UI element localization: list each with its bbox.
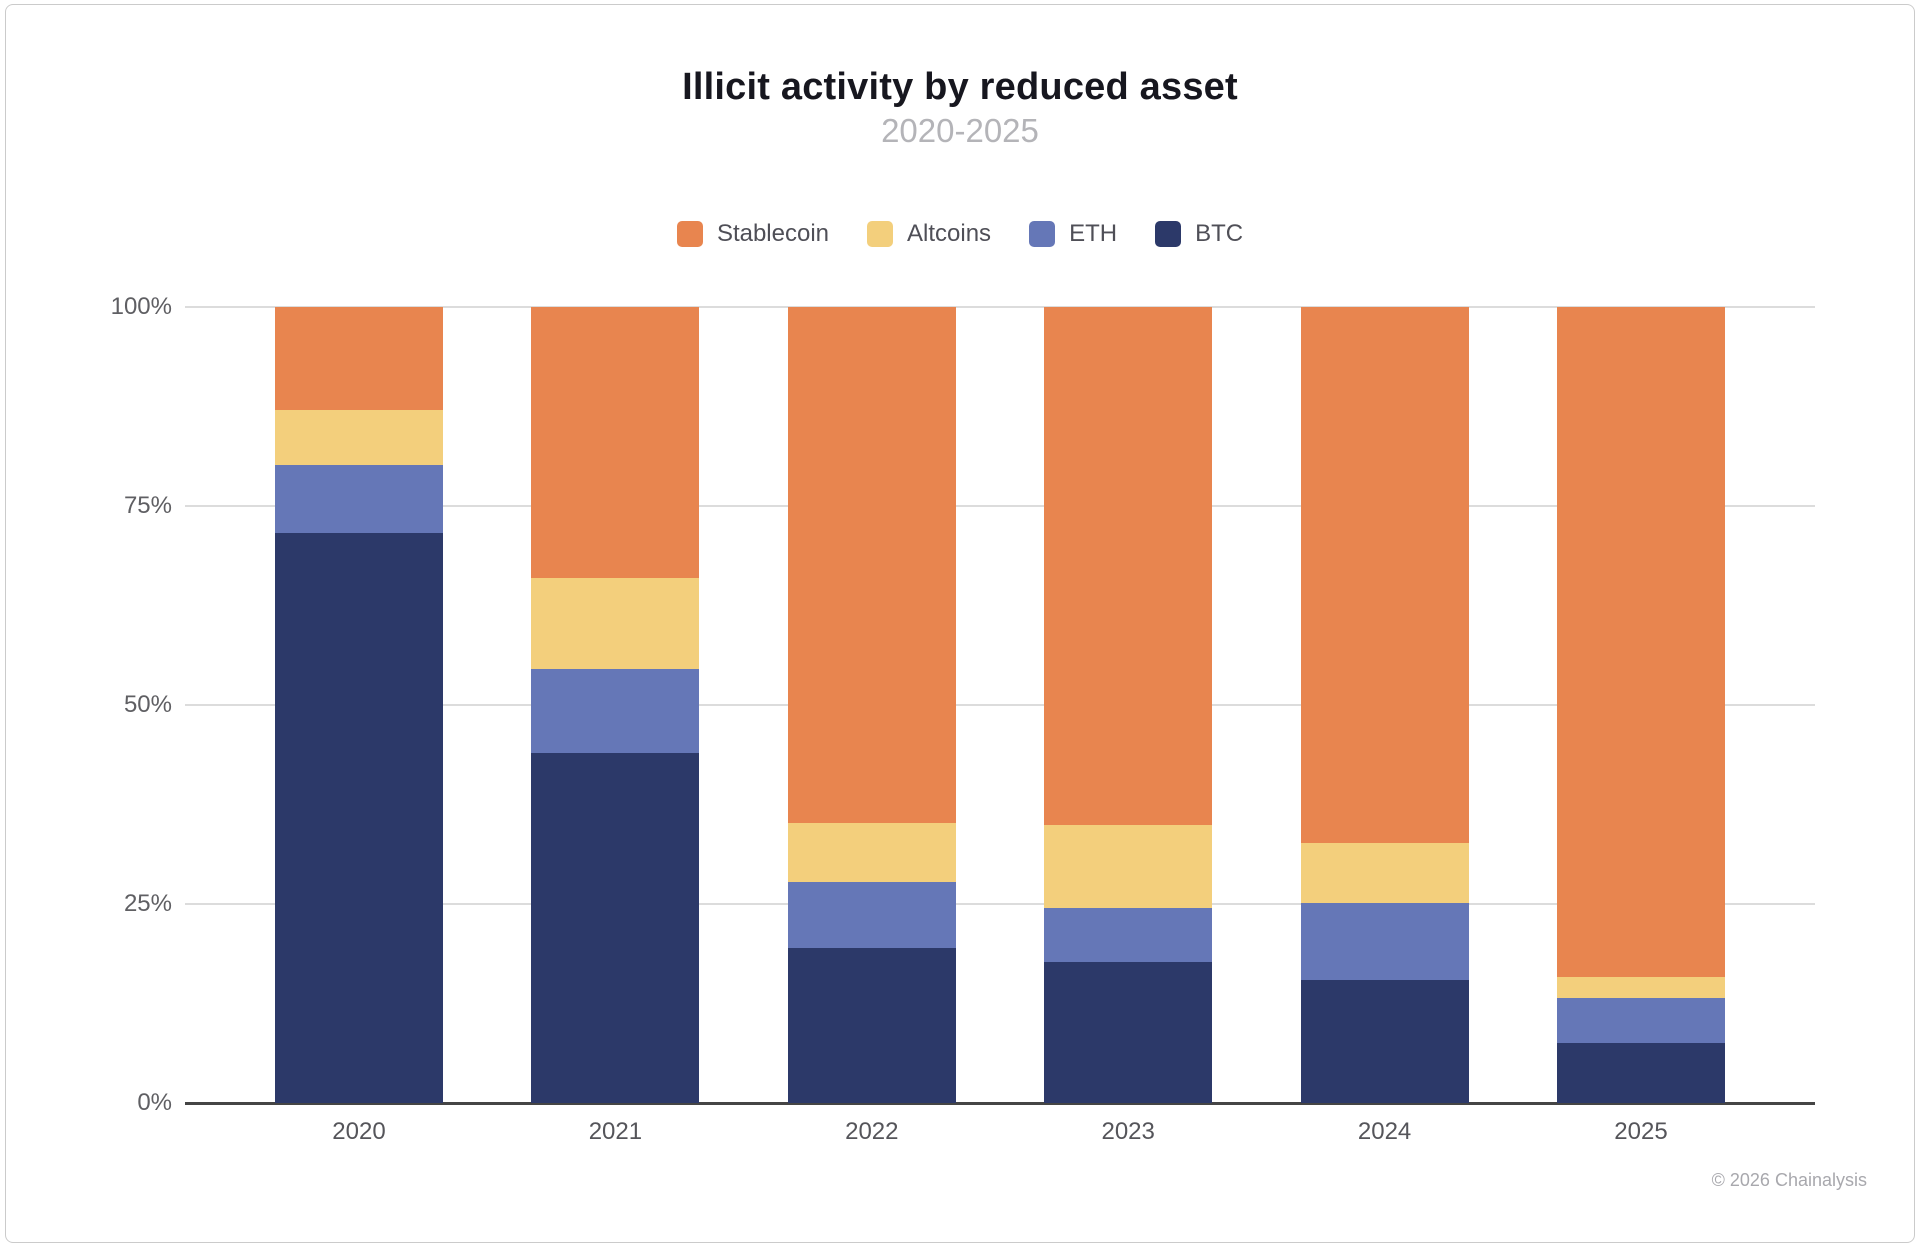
legend-item-eth: ETH bbox=[1029, 220, 1117, 248]
legend-item-stablecoin: Stablecoin bbox=[676, 220, 830, 248]
bar-segment-altcoins-2025 bbox=[1557, 977, 1725, 998]
copyright-text: © 2026 Chainalysis bbox=[1711, 1170, 1867, 1190]
bar-segment-stablecoin-2023 bbox=[1044, 307, 1213, 826]
bar-2022 bbox=[787, 307, 956, 1103]
bar-segment-eth-2020 bbox=[275, 465, 443, 534]
bar-segment-eth-2025 bbox=[1557, 997, 1725, 1044]
bar-segment-eth-2022 bbox=[787, 881, 956, 948]
y-tick-label: 100% bbox=[110, 293, 172, 320]
bar-segment-altcoins-2021 bbox=[531, 577, 700, 670]
bar-segment-altcoins-2023 bbox=[1044, 825, 1213, 908]
chart-title: Illicit activity by reduced asset bbox=[682, 66, 1238, 108]
chart-subtitle: 2020-2025 bbox=[881, 112, 1039, 149]
bar-segment-eth-2023 bbox=[1044, 907, 1213, 963]
x-tick-label: 2020 bbox=[332, 1118, 386, 1145]
y-tick-label: 25% bbox=[123, 890, 172, 917]
bar-segment-btc-2022 bbox=[787, 947, 956, 1103]
legend-swatch-altcoins bbox=[867, 221, 894, 247]
bar-2024 bbox=[1300, 307, 1469, 1103]
bar-segment-btc-2025 bbox=[1557, 1043, 1725, 1103]
legend-label-stablecoin: Stablecoin bbox=[716, 220, 830, 247]
bar-2023 bbox=[1044, 307, 1213, 1103]
bar-segment-stablecoin-2025 bbox=[1557, 307, 1725, 978]
bar-segment-eth-2021 bbox=[531, 669, 700, 753]
y-tick-label: 50% bbox=[123, 691, 172, 718]
legend-label-btc: BTC bbox=[1195, 220, 1244, 247]
x-tick-label: 2025 bbox=[1614, 1118, 1668, 1145]
bar-segment-stablecoin-2020 bbox=[275, 307, 443, 410]
x-tick-label: 2021 bbox=[588, 1118, 643, 1145]
x-axis-line bbox=[185, 1102, 1815, 1105]
bar-segment-altcoins-2020 bbox=[275, 409, 443, 466]
bar-2021 bbox=[531, 307, 700, 1103]
gridline bbox=[185, 306, 1815, 308]
bar-segment-btc-2020 bbox=[275, 533, 443, 1103]
legend-item-btc: BTC bbox=[1155, 220, 1243, 248]
bar-segment-eth-2024 bbox=[1300, 903, 1469, 980]
gridline bbox=[185, 704, 1815, 706]
legend: Stablecoin Altcoins ETH BTC bbox=[0, 220, 1920, 248]
bar-segment-stablecoin-2022 bbox=[787, 307, 956, 823]
legend-label-eth: ETH bbox=[1069, 220, 1118, 247]
bar-segment-stablecoin-2024 bbox=[1300, 307, 1469, 843]
legend-item-altcoins: Altcoins bbox=[867, 220, 991, 248]
bar-2020 bbox=[275, 307, 443, 1103]
bar-segment-btc-2023 bbox=[1044, 962, 1213, 1103]
legend-swatch-btc bbox=[1155, 221, 1182, 247]
y-tick-label: 75% bbox=[123, 492, 172, 519]
x-tick-label: 2023 bbox=[1101, 1118, 1155, 1145]
y-tick-label: 0% bbox=[137, 1089, 172, 1116]
bar-segment-btc-2024 bbox=[1300, 979, 1469, 1103]
bar-segment-altcoins-2024 bbox=[1300, 842, 1469, 904]
bar-2025 bbox=[1557, 307, 1725, 1103]
bar-segment-stablecoin-2021 bbox=[531, 307, 700, 578]
bar-segment-btc-2021 bbox=[531, 752, 700, 1103]
x-tick-label: 2024 bbox=[1357, 1118, 1412, 1145]
gridline bbox=[185, 505, 1815, 507]
bar-segment-altcoins-2022 bbox=[787, 822, 956, 882]
legend-swatch-eth bbox=[1029, 221, 1056, 247]
gridline bbox=[185, 903, 1815, 905]
legend-swatch-stablecoin bbox=[676, 221, 703, 247]
x-tick-label: 2022 bbox=[845, 1118, 899, 1145]
legend-label-altcoins: Altcoins bbox=[907, 220, 992, 247]
